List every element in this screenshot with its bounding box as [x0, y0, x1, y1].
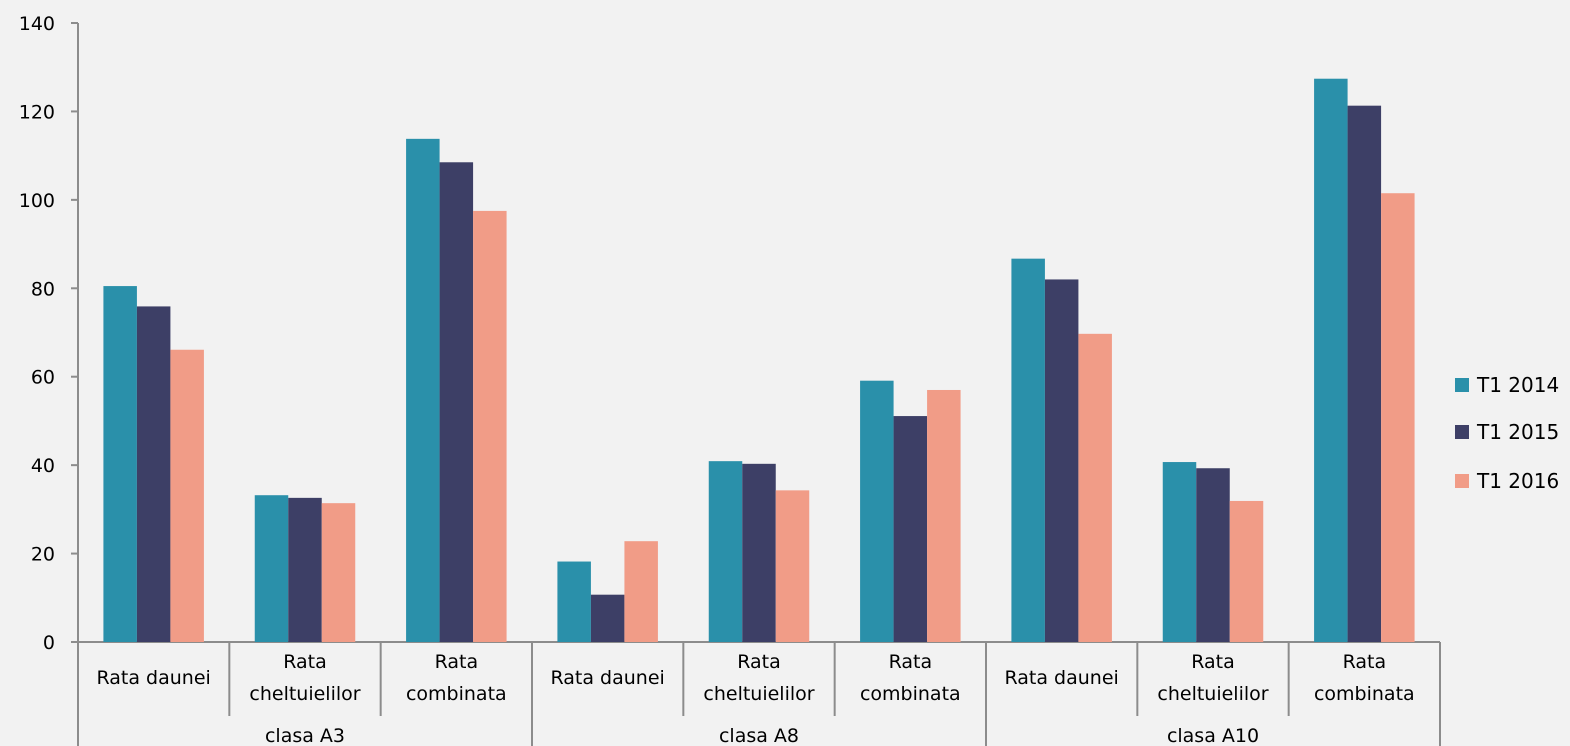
x-category-label: Rata combinata — [406, 651, 507, 705]
bar — [439, 162, 474, 642]
x-category-label-line: combinata — [406, 683, 507, 705]
bar — [860, 380, 894, 642]
x-group-label: clasa A3 — [265, 725, 345, 746]
x-category-label: Rata daunei — [1005, 667, 1119, 689]
x-category-label-line: cheltuielilor — [1157, 683, 1268, 705]
bar — [1229, 500, 1264, 642]
bar — [1381, 193, 1415, 642]
x-axis-labels: Rata daunei Rata cheltuielilor Rata combinat… — [97, 651, 1415, 746]
y-tick-label: 0 — [43, 632, 55, 654]
x-category-label: Rata cheltuielilor — [1157, 651, 1268, 705]
y-tick-label: 40 — [31, 455, 55, 477]
bar — [170, 349, 204, 642]
x-category-label: Rata cheltuielilor — [703, 651, 814, 705]
legend-label: T1 2016 — [1476, 469, 1559, 493]
y-tick-label: 140 — [19, 13, 55, 35]
bar — [624, 541, 658, 642]
x-category-label-line: Rata — [283, 651, 327, 673]
x-category-label-line: Rata — [435, 651, 479, 673]
legend: T1 2014 T1 2015 T1 2016 — [1455, 373, 1559, 493]
bar — [254, 495, 289, 642]
x-category-label: Rata cheltuielilor — [249, 651, 360, 705]
bar — [557, 561, 591, 642]
x-category-label: Rata combinata — [860, 651, 961, 705]
bar — [708, 461, 743, 642]
y-tick-label: 80 — [31, 278, 55, 300]
bar — [103, 286, 137, 642]
bar — [1162, 462, 1197, 642]
y-tick-label: 20 — [31, 544, 55, 566]
bars — [103, 78, 1415, 643]
bar — [893, 416, 928, 642]
x-category-label-line: Rata — [737, 651, 781, 673]
bar — [321, 503, 356, 642]
bar — [590, 594, 625, 642]
bar — [406, 138, 440, 642]
x-category-label-line: cheltuielilor — [703, 683, 814, 705]
bar — [136, 306, 171, 642]
legend-swatch — [1455, 474, 1469, 488]
x-category-label-line: combinata — [1314, 683, 1415, 705]
bar — [1314, 78, 1348, 642]
x-category-label-line: cheltuielilor — [249, 683, 360, 705]
bar — [288, 497, 322, 642]
x-group-label: clasa A8 — [719, 725, 799, 746]
bar — [1196, 468, 1230, 642]
x-category-label: Rata daunei — [97, 667, 211, 689]
bar — [473, 210, 507, 643]
legend-label: T1 2014 — [1476, 373, 1559, 397]
bar — [742, 463, 776, 642]
bar — [927, 389, 961, 642]
legend-label: T1 2015 — [1476, 420, 1559, 444]
x-group-label: clasa A10 — [1167, 725, 1259, 746]
x-category-label: Rata combinata — [1314, 651, 1415, 705]
bar — [775, 490, 810, 642]
x-category-label: Rata daunei — [551, 667, 665, 689]
bar — [1347, 105, 1382, 642]
y-tick-label: 60 — [31, 367, 55, 389]
y-tick-label: 100 — [19, 190, 55, 212]
x-category-label-line: Rata — [1191, 651, 1235, 673]
x-category-label-line: Rata — [1343, 651, 1387, 673]
y-tick-label: 120 — [19, 101, 55, 123]
bar — [1011, 258, 1045, 642]
legend-swatch — [1455, 378, 1469, 392]
bar — [1044, 279, 1079, 642]
legend-swatch — [1455, 425, 1469, 439]
x-category-label-line: combinata — [860, 683, 961, 705]
x-category-label-line: Rata — [889, 651, 933, 673]
bar — [1078, 333, 1112, 642]
